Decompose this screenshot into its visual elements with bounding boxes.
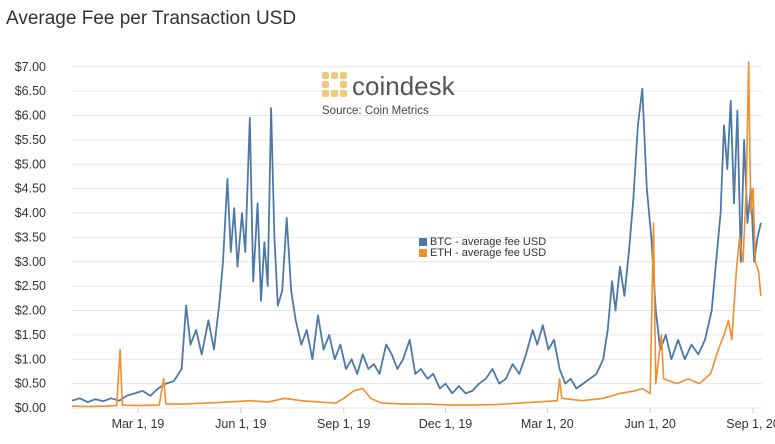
x-axis-ticks: Mar 1, 19 Jun 1, 19 Sep 1, 19 Dec 1, 19 Mar …: [112, 408, 775, 431]
logo-dot: [331, 72, 338, 79]
x-tick-label: Mar 1, 19: [112, 417, 165, 431]
legend-swatch-btc: [419, 238, 427, 246]
chart-title: Average Fee per Transaction USD: [6, 8, 296, 29]
gridlines: [72, 66, 762, 409]
coindesk-watermark: coindesk Source: Coin Metrics: [322, 71, 456, 117]
y-tick-label: $1.00: [15, 352, 46, 366]
source-label: Source: Coin Metrics: [322, 105, 429, 117]
y-tick-label: $0.50: [15, 377, 46, 391]
x-tick-label: Dec 1, 19: [419, 417, 473, 431]
x-tick-label: Jun 1, 19: [215, 417, 266, 431]
coindesk-logo-icon: [322, 72, 347, 97]
logo-dot: [340, 72, 347, 79]
x-tick-label: Mar 1, 20: [521, 417, 574, 431]
y-tick-label: $5.50: [15, 133, 46, 147]
logo-dot: [331, 90, 338, 97]
brand-name: coindesk: [352, 71, 456, 101]
logo-dot: [322, 72, 329, 79]
y-tick-label: $6.50: [15, 84, 46, 98]
x-tick-label: Sep 1, 19: [317, 417, 371, 431]
eth-line: [71, 61, 762, 408]
y-tick-label: $7.00: [15, 60, 46, 74]
y-tick-label: $2.00: [15, 304, 46, 318]
legend-swatch-eth: [419, 249, 427, 257]
x-tick-label: Jun 1, 20: [624, 417, 675, 431]
y-tick-label: $3.50: [15, 230, 46, 244]
logo-dot: [340, 90, 347, 97]
y-tick-label: $0.00: [15, 401, 46, 415]
logo-dot: [340, 81, 347, 88]
logo-dot: [322, 90, 329, 97]
btc-line: [71, 87, 762, 403]
legend-label-eth: ETH - average fee USD: [430, 247, 546, 259]
series-lines: [71, 61, 762, 408]
y-tick-label: $2.50: [15, 279, 46, 293]
y-tick-label: $5.00: [15, 157, 46, 171]
y-tick-label: $4.50: [15, 182, 46, 196]
y-tick-label: $4.00: [15, 206, 46, 220]
y-tick-label: $1.50: [15, 328, 46, 342]
legend-label-btc: BTC - average fee USD: [430, 236, 546, 248]
logo-dot: [322, 81, 329, 88]
x-tick-label: Sep 1, 20: [726, 417, 775, 431]
y-axis-ticks: $0.00 $0.50 $1.00 $1.50 $2.00 $2.50 $3.00 $3.50…: [15, 60, 46, 415]
y-tick-label: $3.00: [15, 255, 46, 269]
legend: BTC - average fee USD ETH - average fee …: [419, 236, 546, 259]
y-tick-label: $6.00: [15, 109, 46, 123]
